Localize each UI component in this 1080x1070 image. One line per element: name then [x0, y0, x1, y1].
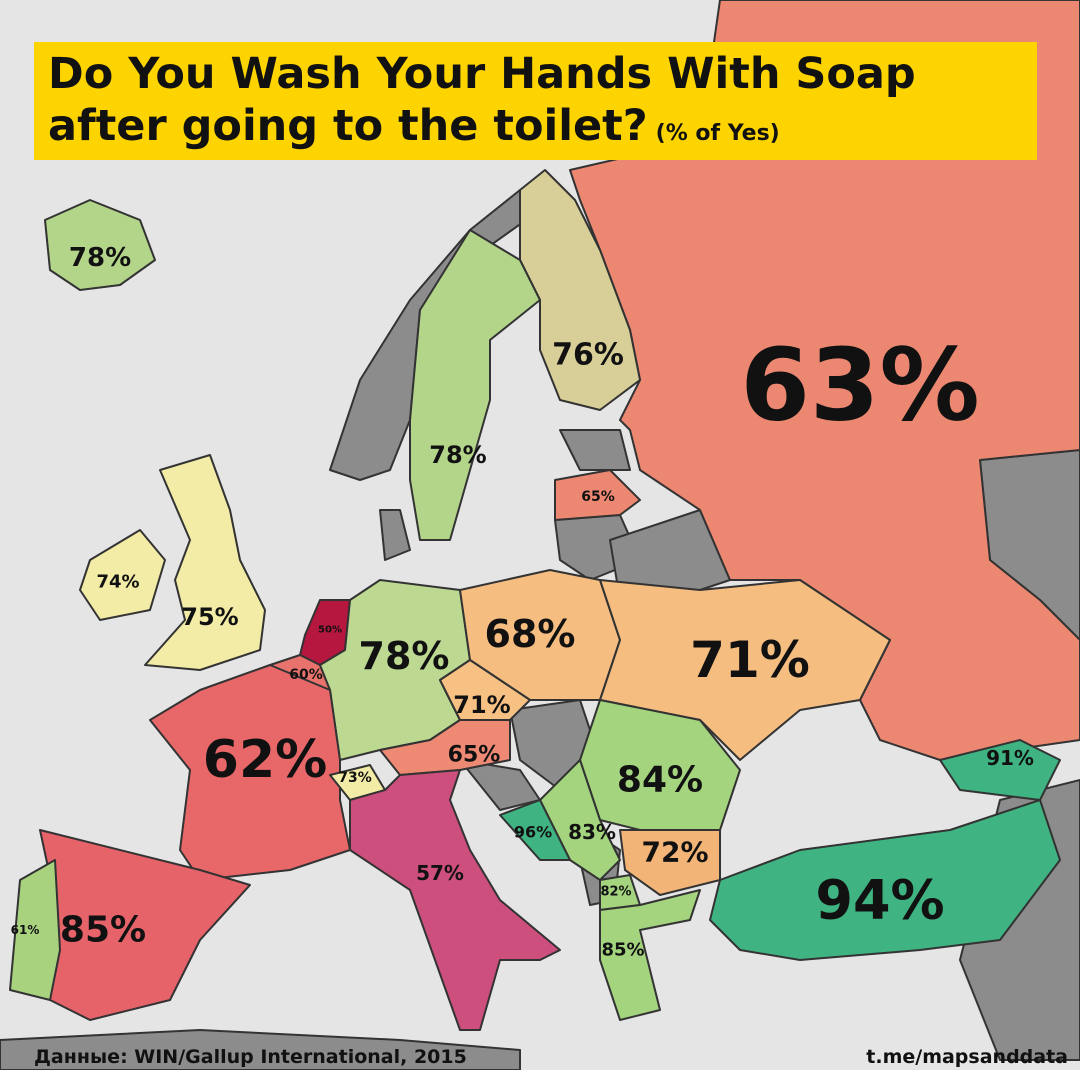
label-germany: 78% — [358, 634, 450, 678]
region-france — [149, 664, 351, 881]
region-ukraine — [599, 579, 891, 761]
label-georgia: 91% — [986, 746, 1034, 770]
region-greece — [599, 889, 701, 1021]
label-france: 62% — [202, 730, 328, 790]
label-finland: 76% — [552, 337, 624, 373]
region-sweden — [409, 229, 541, 541]
label-bosnia-and-herzegovina: 96% — [513, 822, 553, 842]
label-italy: 57% — [416, 861, 464, 885]
label-united-kingdom: 75% — [181, 603, 239, 631]
label-iceland: 78% — [68, 243, 132, 273]
label-greece: 85% — [601, 939, 645, 961]
region-uk — [144, 454, 266, 671]
label-ukraine: 71% — [690, 631, 810, 689]
title-line1: Do You Wash Your Hands With Soap — [48, 49, 916, 99]
region-romania — [579, 699, 741, 831]
title-banner: Do You Wash Your Hands With Soap after g… — [34, 42, 1037, 160]
label-czech-republic: 71% — [453, 691, 511, 719]
region-latvia — [554, 469, 641, 521]
region-portugal — [9, 859, 61, 1001]
source-note: Данные: WIN/Gallup International, 2015 — [34, 1046, 467, 1068]
label-ireland: 74% — [96, 571, 140, 593]
region-iceland — [44, 199, 156, 291]
label-bulgaria: 72% — [641, 835, 709, 869]
region-bosnia — [499, 799, 571, 861]
region-turkey — [709, 799, 1061, 961]
credit: t.me/mapsanddata — [866, 1046, 1068, 1068]
label-poland: 68% — [484, 612, 576, 656]
title-unit-note: (% of Yes) — [655, 121, 780, 146]
label-belgium: 60% — [289, 667, 323, 683]
label-russia: 63% — [740, 326, 980, 444]
label-serbia: 83% — [568, 820, 616, 844]
label-macedonia: 82% — [600, 884, 632, 900]
region-georgia — [939, 739, 1061, 801]
label-romania: 84% — [616, 759, 704, 801]
label-sweden: 78% — [429, 441, 487, 469]
title-line2: after going to the toilet? — [48, 101, 648, 151]
label-switzerland: 73% — [338, 770, 372, 786]
region-czech — [439, 659, 531, 721]
label-austria: 65% — [447, 742, 501, 768]
label-portugal: 85% — [59, 909, 147, 951]
region-italy — [349, 769, 561, 1031]
region-ireland — [79, 529, 166, 621]
region-bulgaria — [619, 829, 721, 896]
countries — [9, 0, 1080, 1031]
label-turkey: 94% — [815, 868, 945, 932]
label-spain: 61% — [10, 923, 40, 937]
label-latvia: 65% — [581, 489, 615, 505]
label-netherlands: 50% — [318, 624, 342, 636]
